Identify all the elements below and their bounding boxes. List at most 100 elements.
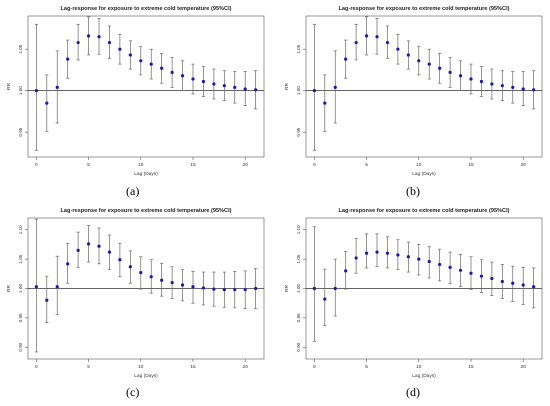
rr-point	[344, 57, 348, 61]
rr-point	[521, 283, 525, 287]
x-axis-label: Lag (Days)	[134, 171, 158, 177]
rr-point	[312, 286, 316, 291]
y-tick-label: 1.05	[296, 44, 301, 53]
x-tick-label: 20	[521, 162, 527, 168]
caption-a: (a)	[126, 184, 140, 198]
x-tick-label: 5	[365, 162, 368, 168]
x-tick-label: 10	[416, 162, 422, 168]
rr-point	[427, 259, 431, 264]
y-axis-label: RR	[6, 285, 12, 292]
rr-point	[233, 85, 237, 89]
rr-point	[118, 258, 122, 262]
y-axis-label: RR	[6, 83, 12, 90]
x-tick-label: 15	[468, 162, 474, 168]
chart-panel-c: Lag-response for exposure to extreme col…	[2, 202, 272, 382]
rr-point	[86, 34, 91, 38]
x-tick-label: 0	[313, 162, 316, 168]
y-tick-label: 1.00	[18, 284, 23, 293]
chart-title: Lag-response for exposure to extreme col…	[339, 6, 510, 12]
rr-point	[500, 84, 504, 88]
y-tick-label: 0.90	[18, 342, 23, 351]
rr-point	[233, 288, 237, 292]
y-tick-label: 0.95	[296, 127, 301, 136]
rr-point	[180, 283, 185, 287]
x-tick-label: 0	[35, 364, 38, 370]
chart-title: Lag-response for exposure to extreme col…	[61, 208, 232, 214]
x-tick-label: 0	[313, 364, 316, 370]
y-tick-label: 0.95	[18, 127, 23, 136]
chart-b: Lag-response for exposure to extreme col…	[284, 6, 543, 177]
rr-point	[212, 287, 216, 291]
x-tick-label: 10	[138, 162, 144, 168]
rr-point	[45, 101, 49, 105]
rr-point	[490, 82, 494, 86]
rr-point	[354, 40, 358, 45]
rr-point	[323, 297, 327, 301]
rr-point	[222, 288, 226, 292]
rr-point	[55, 85, 59, 89]
x-tick-label: 20	[521, 364, 527, 370]
chart-panel-b: Lag-response for exposure to extreme col…	[280, 0, 550, 180]
rr-point	[45, 298, 49, 302]
x-tick-label: 20	[243, 162, 249, 168]
y-tick-label: 1.00	[296, 86, 301, 95]
rr-point	[201, 286, 206, 290]
rr-point	[139, 59, 143, 63]
rr-point	[354, 256, 358, 260]
rr-point	[438, 66, 442, 70]
rr-point	[55, 285, 59, 289]
rr-point	[417, 59, 421, 63]
rr-point	[139, 271, 143, 275]
x-tick-label: 5	[365, 364, 368, 370]
rr-point	[479, 79, 484, 84]
rr-point	[479, 274, 484, 278]
rr-point	[364, 34, 369, 38]
rr-point	[170, 70, 174, 74]
rr-point	[180, 74, 185, 78]
rr-point	[417, 257, 421, 261]
rr-point	[191, 77, 195, 81]
rr-point	[34, 285, 38, 289]
chart-c: Lag-response for exposure to extreme col…	[6, 208, 265, 379]
chart-panel-a: Lag-response for exposure to extreme col…	[2, 0, 272, 180]
rr-point	[364, 251, 369, 255]
rr-point	[97, 244, 101, 248]
rr-point	[500, 279, 504, 284]
rr-point	[375, 250, 379, 254]
rr-point	[86, 242, 91, 246]
rr-point	[191, 285, 195, 289]
caption-b: (b)	[406, 184, 420, 198]
y-tick-label: 0.95	[18, 313, 23, 322]
rr-point	[107, 250, 112, 254]
chart-panel-d: Lag-response for exposure to extreme col…	[280, 202, 550, 382]
rr-point	[458, 74, 463, 78]
x-tick-label: 10	[138, 364, 144, 370]
rr-point	[438, 262, 442, 267]
rr-point	[385, 40, 390, 45]
rr-point	[66, 262, 70, 266]
rr-point	[469, 77, 473, 81]
rr-point	[406, 255, 410, 259]
rr-point	[243, 87, 247, 91]
y-axis-label: RR	[284, 83, 290, 90]
rr-point	[201, 79, 206, 84]
rr-point	[458, 268, 463, 272]
plot-frame	[27, 15, 265, 158]
rr-point	[149, 62, 153, 66]
x-axis-label: Lag (Days)	[134, 373, 158, 379]
rr-point	[469, 271, 473, 275]
rr-point	[344, 269, 348, 273]
plot-frame	[305, 15, 543, 158]
x-tick-label: 0	[35, 162, 38, 168]
y-tick-label: 1.00	[18, 86, 23, 95]
rr-point	[448, 70, 452, 74]
x-tick-label: 5	[87, 364, 90, 370]
rr-point	[490, 276, 494, 281]
caption-c: (c)	[126, 385, 140, 399]
x-tick-label: 15	[468, 364, 474, 370]
rr-point	[511, 85, 515, 89]
chart-a: Lag-response for exposure to extreme col…	[6, 6, 265, 177]
y-tick-label: 1.10	[296, 225, 301, 234]
rr-point	[128, 53, 132, 57]
chart-title: Lag-response for exposure to extreme col…	[339, 208, 510, 214]
